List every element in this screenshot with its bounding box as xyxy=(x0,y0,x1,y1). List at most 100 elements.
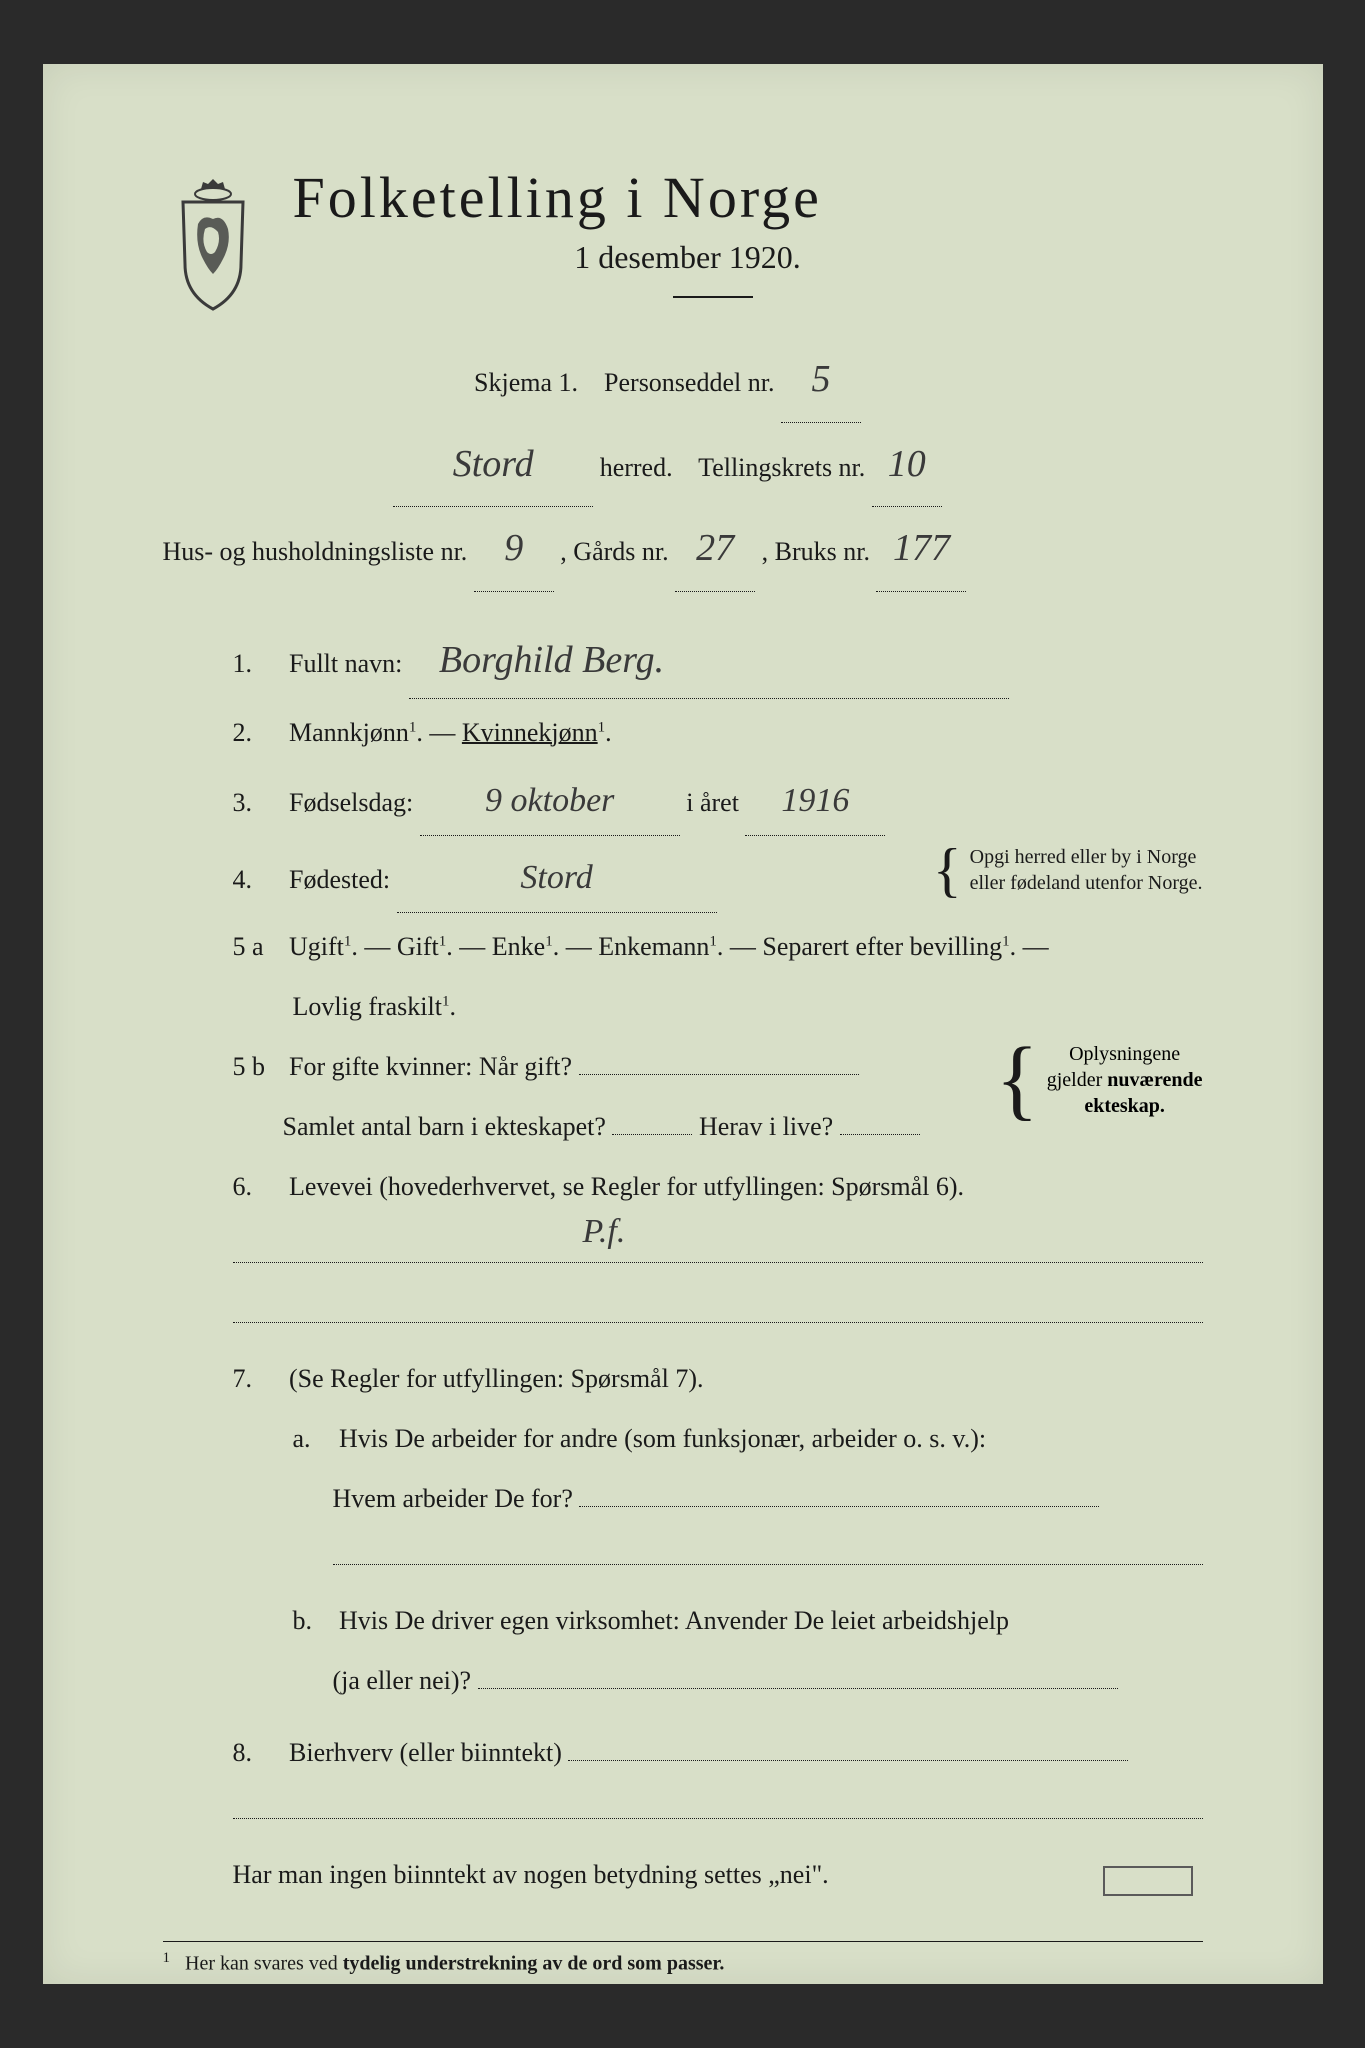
date-line: 1 desember 1920. xyxy=(173,239,1203,276)
herred-label: herred. xyxy=(600,453,673,482)
q4-note-2: eller fødeland utenfor Norge. xyxy=(970,870,1203,896)
bruks-nr: 177 xyxy=(876,507,966,592)
q7b-field xyxy=(478,1688,1118,1689)
footnote-text: 1 Her kan svares ved tydelig understrekn… xyxy=(163,1950,1203,1976)
q7-row: 7. (Se Regler for utfyllingen: Spørsmål … xyxy=(233,1353,1203,1405)
q4-row: 4. Fødested: Stord { Opgi herred eller b… xyxy=(233,844,1203,913)
q5b-line2: Samlet antal barn i ekteskapet? Herav i … xyxy=(283,1101,968,1153)
husliste-row: Hus- og husholdningsliste nr. 9 , Gårds … xyxy=(163,507,1203,592)
q3-year: 1916 xyxy=(745,767,885,836)
q5b-field2 xyxy=(612,1134,692,1135)
q2-sup-b: 1 xyxy=(598,719,606,735)
q3-num: 3. xyxy=(233,777,283,829)
husliste-label: Hus- og husholdningsliste nr. xyxy=(163,537,468,566)
q5b-field3 xyxy=(840,1134,920,1135)
q7a-field xyxy=(579,1506,1099,1507)
q5a-opt6: Lovlig fraskilt xyxy=(293,992,442,1021)
q2-sup-a: 1 xyxy=(409,719,417,735)
q5a-opt4: Enkemann xyxy=(598,932,709,961)
herred-row: Stord herred. Tellingskrets nr. 10 xyxy=(133,423,1203,508)
q2-opt-b: Kvinnekjønn xyxy=(462,718,598,747)
q8-label: Bierhverv (eller biinntekt) xyxy=(289,1738,562,1767)
q5b-note: { Oplysningene gjelder gjelder nuværende… xyxy=(988,1041,1203,1119)
footnote-body: Her kan svares ved tydelig understreknin… xyxy=(185,1952,724,1974)
q7-header: (Se Regler for utfyllingen: Spørsmål 7). xyxy=(289,1364,703,1393)
q5b-line1: 5 b For gifte kvinner: Når gift? xyxy=(233,1041,968,1093)
questions-block: 1. Fullt navn: Borghild Berg. 2. Mannkjø… xyxy=(163,622,1203,1901)
gards-nr: 27 xyxy=(675,507,755,592)
q5b-note-2: gjelder gjelder nuværendenuværende xyxy=(1047,1067,1203,1093)
q4-label: Fødested: xyxy=(289,865,390,894)
q8-num: 8. xyxy=(233,1727,283,1779)
q5a-opt1: Ugift xyxy=(289,932,344,961)
q5a-opt2: Gift xyxy=(397,932,439,961)
brace-icon: { xyxy=(933,852,962,888)
q5a-row: 5 a Ugift1. — Gift1. — Enke1. — Enkemann… xyxy=(233,921,1203,973)
personseddel-nr: 5 xyxy=(781,338,861,423)
q2-opt-a: Mannkjønn xyxy=(289,718,409,747)
footer-note-row: Har man ingen biinntekt av nogen betydni… xyxy=(233,1849,1203,1901)
q5b-text2a: Samlet antal barn i ekteskapet? xyxy=(283,1112,606,1141)
q3-label: Fødselsdag: xyxy=(289,788,413,817)
q5a-opt5: Separert efter bevilling xyxy=(762,932,1002,961)
q1-value: Borghild Berg. xyxy=(409,622,1009,699)
herred-value: Stord xyxy=(393,423,593,508)
q7b-line1: Hvis De driver egen virksomhet: Anvender… xyxy=(339,1606,1009,1635)
q6-row: 6. Levevei (hovederhvervet, se Regler fo… xyxy=(233,1161,1203,1213)
q5b-text1: For gifte kvinner: Når gift? xyxy=(289,1052,572,1081)
q6-field: P.f. xyxy=(233,1233,1203,1263)
q6-value: P.f. xyxy=(583,1213,626,1251)
footnote-section: 1 Her kan svares ved tydelig understrekn… xyxy=(163,1941,1203,1976)
q4-left: 4. Fødested: Stord xyxy=(233,844,905,913)
q8-row: 8. Bierhverv (eller biinntekt) xyxy=(233,1727,1203,1779)
q4-num: 4. xyxy=(233,854,283,906)
q1-label: Fullt navn: xyxy=(289,649,402,678)
q7b-row2: (ja eller nei)? xyxy=(333,1655,1203,1707)
bruks-label: Bruks nr. xyxy=(775,537,870,566)
q7-num: 7. xyxy=(233,1353,283,1405)
q7a-label: a. xyxy=(293,1413,333,1465)
q5b-note-3: ekteskap. xyxy=(1047,1093,1203,1119)
q5b-num: 5 b xyxy=(233,1041,283,1093)
q5a-row2: Lovlig fraskilt1. xyxy=(293,981,1203,1033)
q5b-left: 5 b For gifte kvinner: Når gift? Samlet … xyxy=(233,1041,968,1161)
q1-num: 1. xyxy=(233,638,283,690)
q8-field2 xyxy=(233,1789,1203,1819)
q8-field xyxy=(568,1760,1128,1761)
q4-note-text: Opgi herred eller by i Norge eller fødel… xyxy=(970,844,1203,896)
title-divider xyxy=(673,296,753,298)
census-form-page: Folketelling i Norge 1 desember 1920. Sk… xyxy=(43,64,1323,1984)
q7b-line2: (ja eller nei)? xyxy=(333,1666,472,1695)
personseddel-label: Personseddel nr. xyxy=(604,368,774,397)
brace-icon: { xyxy=(996,1053,1039,1107)
q7a-row2: Hvem arbeider De for? xyxy=(333,1473,1203,1525)
q5b-field1 xyxy=(579,1074,859,1075)
q2-num: 2. xyxy=(233,707,283,759)
q5a-opt3: Enke xyxy=(492,932,545,961)
q7a-row: a. Hvis De arbeider for andre (som funks… xyxy=(293,1413,1203,1465)
q4-note: { Opgi herred eller by i Norge eller fød… xyxy=(925,844,1203,896)
q6-num: 6. xyxy=(233,1161,283,1213)
q3-day: 9 oktober xyxy=(420,767,680,836)
q7a-line1: Hvis De arbeider for andre (som funksjon… xyxy=(339,1424,986,1453)
skjema-row: Skjema 1. Personseddel nr. 5 xyxy=(133,338,1203,423)
q6-label: Levevei (hovederhvervet, se Regler for u… xyxy=(289,1172,964,1201)
q4-value: Stord xyxy=(397,844,717,913)
q1-row: 1. Fullt navn: Borghild Berg. xyxy=(233,622,1203,699)
footnote-num: 1 xyxy=(163,1950,171,1966)
q7a-field2 xyxy=(333,1535,1203,1565)
q4-note-1: Opgi herred eller by i Norge xyxy=(970,844,1203,870)
title-block: Folketelling i Norge 1 desember 1920. xyxy=(293,164,1203,328)
q5b-row: 5 b For gifte kvinner: Når gift? Samlet … xyxy=(233,1041,1203,1161)
q3-row: 3. Fødselsdag: 9 oktober i året 1916 xyxy=(233,767,1203,836)
main-title: Folketelling i Norge xyxy=(293,164,1203,231)
tellingskrets-nr: 10 xyxy=(872,423,942,508)
printer-stamp-icon xyxy=(1103,1866,1193,1896)
header-section: Folketelling i Norge 1 desember 1920. xyxy=(163,164,1203,328)
q5a-num: 5 a xyxy=(233,921,283,973)
q6-field2 xyxy=(233,1293,1203,1323)
q7b-label: b. xyxy=(293,1595,333,1647)
q5b-text2b: Herav i live? xyxy=(699,1112,833,1141)
gards-label: Gårds nr. xyxy=(573,537,668,566)
q2-row: 2. Mannkjønn1. — Kvinnekjønn1. xyxy=(233,707,1203,759)
